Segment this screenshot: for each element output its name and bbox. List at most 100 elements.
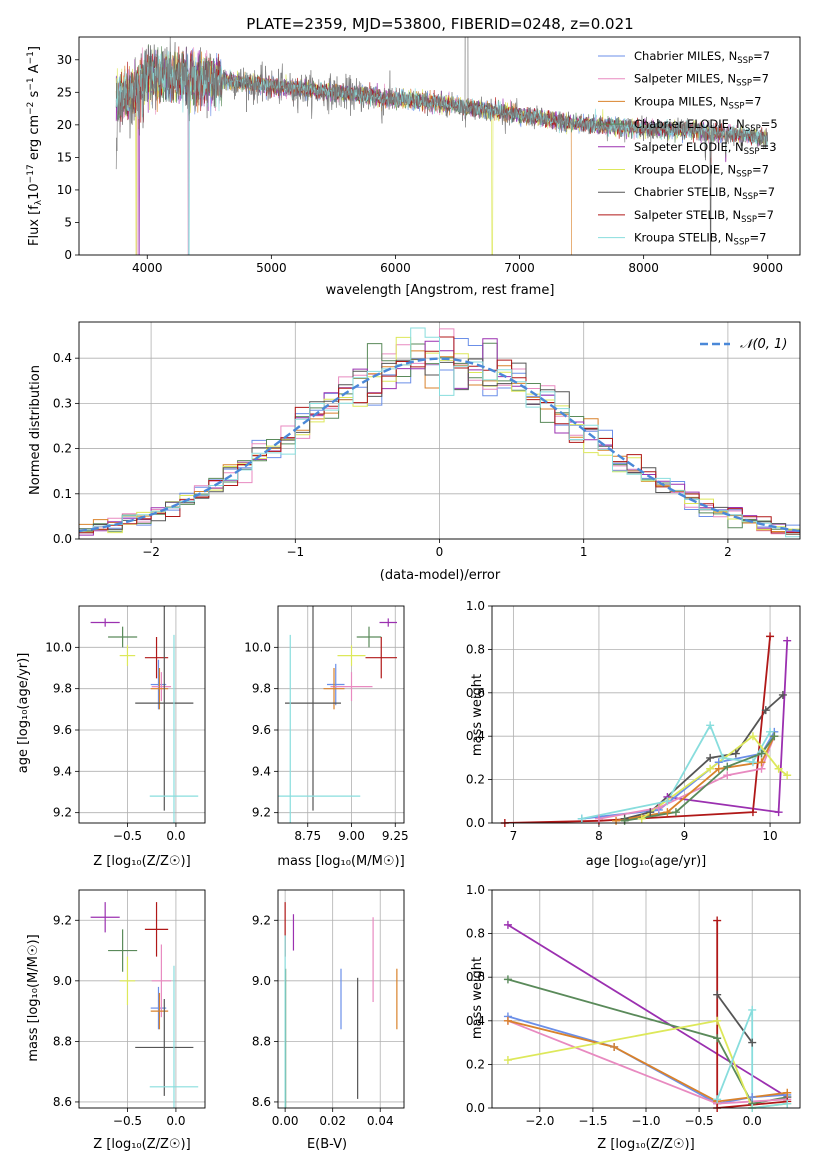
legend-tail: =7: [757, 208, 774, 222]
y-tick-label: 30: [57, 53, 72, 67]
x-tick-label: −1: [286, 545, 304, 559]
y-tick-label: 8.8: [53, 1034, 72, 1048]
legend-text: Kroupa MILES, N: [634, 94, 729, 108]
y-tick-label: 10: [57, 183, 72, 197]
residuals-ylabel: Normed distribution: [28, 365, 43, 495]
x-tick-label: 8.75: [294, 829, 321, 843]
residual-histogram: [79, 327, 800, 538]
weight-marker: [723, 771, 732, 780]
ylabel-part: −17: [26, 164, 36, 183]
ylabel-part: −1: [26, 51, 36, 64]
weight-marker: [610, 1042, 619, 1051]
weight-marker: [706, 753, 715, 762]
legend-tail: =7: [753, 49, 770, 63]
y-tick-label: 9.2: [53, 806, 72, 820]
mass-z-axes: −0.5 0.0 8.6 8.8 9.0 9.2: [53, 890, 205, 1128]
weight-age-axes-plot: [504, 636, 789, 823]
age-mass-xlabel: mass [log₁₀(M/M☉)]: [277, 854, 404, 869]
weight-marker: [577, 814, 586, 823]
weight-series-line: [581, 723, 771, 820]
weight-marker: [783, 1099, 792, 1108]
weight-marker: [646, 808, 655, 817]
weight-marker: [706, 721, 715, 730]
ylabel-part: A: [27, 64, 42, 77]
legend-text: Salpeter ELODIE, N: [634, 140, 744, 154]
x-tick-label: 1: [580, 545, 588, 559]
ylabel-part: −2: [26, 102, 36, 115]
age-z-xlabel: Z [log₁₀(Z/Z☉)]: [93, 854, 190, 869]
weight-marker: [748, 732, 757, 741]
age-mass-axes: 8.75 9.00 9.25 9.2 9.4 9.6 9.8 10.0: [244, 606, 409, 843]
legend-text: Kroupa ELODIE, N: [634, 163, 736, 177]
spectrum-axes-frame: [78, 36, 801, 256]
ylabel-part: s: [27, 90, 42, 101]
weight-z-axes-frame: [491, 889, 801, 1109]
mass-ebv-axes-frame: [277, 889, 405, 1109]
ylabel-part: Flux [f: [27, 205, 42, 246]
y-tick-label: 0.6: [466, 970, 485, 984]
weight-marker: [713, 916, 722, 925]
residuals-axes-frame: [78, 321, 801, 540]
weight-marker: [714, 764, 723, 773]
mass-z-axes-frame: [78, 889, 206, 1109]
y-tick-label: 0.3: [53, 396, 72, 410]
x-tick-label: 9.00: [338, 829, 365, 843]
y-tick-label: 8.6: [252, 1095, 271, 1109]
weight-marker: [637, 814, 646, 823]
y-tick-label: 10.0: [244, 640, 271, 654]
legend-sub: SSP: [729, 101, 745, 111]
weight-marker: [748, 1038, 757, 1047]
x-tick-label: −0.5: [113, 829, 142, 843]
ylabel-part: λ: [34, 199, 44, 205]
spectrum-title: PLATE=2359, MJD=53800, FIBERID=0248, z=0…: [246, 15, 633, 33]
x-tick-label: 9.25: [382, 829, 409, 843]
legend-text: Chabrier MILES, N: [634, 49, 737, 63]
weight-marker: [761, 706, 770, 715]
x-tick-label: 0.0: [743, 1114, 762, 1128]
legend-sub: SSP: [741, 215, 757, 225]
x-tick-label: 10: [762, 829, 777, 843]
legend-tail: =7: [749, 231, 766, 245]
legend-tail: =3: [760, 140, 777, 154]
y-tick-label: 0.4: [466, 729, 485, 743]
gauss-legend-label: 𝒩(0, 1): [740, 337, 787, 352]
mass-ebv-axes: 0.00 0.02 0.04 8.6 8.8 9.0 9.2: [252, 890, 404, 1128]
y-tick-label: 8.8: [252, 1034, 271, 1048]
y-tick-label: 10.0: [45, 640, 72, 654]
weight-marker: [766, 632, 775, 641]
y-tick-label: 9.4: [252, 764, 271, 778]
weight-series-line: [716, 920, 788, 1108]
x-tick-label: 0.0: [166, 829, 185, 843]
y-tick-label: 1.0: [466, 883, 485, 897]
y-tick-label: 1.0: [466, 599, 485, 613]
y-tick-label: 0: [64, 248, 72, 262]
y-tick-label: 9.2: [252, 806, 271, 820]
weight-marker: [612, 816, 621, 825]
legend-entry: Salpeter ELODIE, NSSP=3: [634, 140, 777, 157]
weight-marker: [706, 764, 715, 773]
ylabel-part: ]: [27, 46, 42, 51]
weight-marker: [663, 808, 672, 817]
ylabel-part: erg cm: [27, 115, 42, 164]
weight-marker: [620, 816, 629, 825]
weight-marker: [713, 990, 722, 999]
x-tick-label: −2: [142, 545, 160, 559]
weight-series-line: [507, 978, 788, 1105]
legend-sub: SSP: [737, 56, 753, 66]
y-tick-label: 9.2: [252, 913, 271, 927]
weight-marker: [748, 758, 757, 767]
x-tick-label: 5000: [256, 261, 287, 275]
age-z-axes-plot: [90, 606, 199, 823]
weight-z-xlabel: Z [log₁₀(Z/Z☉)]: [597, 1137, 694, 1152]
mass-z-ylabel: mass [log₁₀(M/M☉)]: [26, 934, 41, 1061]
x-tick-label: 0: [436, 545, 444, 559]
ylabel-part: 10: [27, 183, 42, 200]
x-tick-label: 2: [724, 545, 732, 559]
legend-tail: =7: [752, 163, 769, 177]
weight-age-axes-frame: [491, 605, 801, 824]
legend-text: Salpeter STELIB, N: [634, 208, 741, 222]
y-tick-label: 0.4: [466, 1014, 485, 1028]
y-tick-label: 9.8: [53, 682, 72, 696]
